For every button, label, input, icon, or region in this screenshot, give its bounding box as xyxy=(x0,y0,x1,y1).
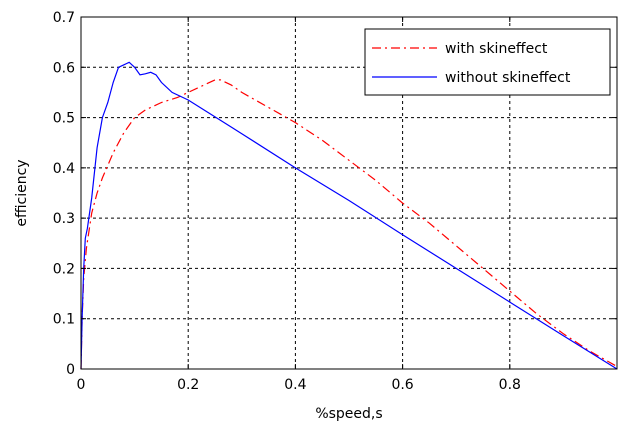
series-layer xyxy=(80,61,618,370)
series-line-1 xyxy=(80,79,618,370)
y-tick-label: 0.3 xyxy=(53,211,75,227)
y-tick-label: 0.5 xyxy=(53,111,75,127)
tick-layer: 0 0.2 0.4 0.6 0.8 0 0.1 0.2 0.3 0.4 0.5 0.6 0.7 xyxy=(53,10,617,393)
plot-frame xyxy=(80,16,618,370)
legend-label-1: with skineffect xyxy=(445,41,548,57)
y-tick-label: 0.1 xyxy=(53,312,75,328)
y-tick-label: 0 xyxy=(66,362,75,378)
x-tick-label: 0.4 xyxy=(284,377,306,393)
y-tick-label: 0.2 xyxy=(53,261,75,277)
x-tick-label: 0.8 xyxy=(499,377,521,393)
x-tick-label: 0.2 xyxy=(177,377,199,393)
y-tick-label: 0.6 xyxy=(53,60,75,76)
legend-box xyxy=(364,28,611,96)
series-line-2 xyxy=(80,61,618,370)
y-axis-label: efficiency xyxy=(14,159,30,226)
x-tick-label: 0 xyxy=(77,377,86,393)
x-tick-label: 0.6 xyxy=(391,377,413,393)
legend: with skineffect without skineffect xyxy=(364,28,611,96)
y-tick-label: 0.4 xyxy=(53,161,75,177)
legend-label-2: without skineffect xyxy=(445,70,571,86)
x-axis-label: %speed,s xyxy=(315,406,382,422)
y-tick-label: 0.7 xyxy=(53,10,75,26)
